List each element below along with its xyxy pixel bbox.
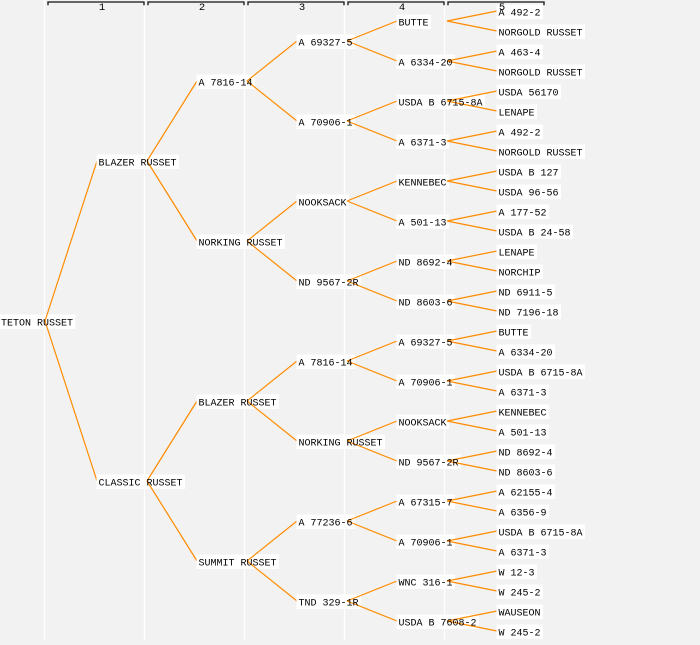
svg-text:BUTTE: BUTTE (399, 19, 429, 30)
svg-text:ND 7196-18: ND 7196-18 (499, 309, 559, 320)
svg-text:5: 5 (499, 2, 505, 14)
svg-text:USDA 96-56: USDA 96-56 (499, 189, 559, 200)
svg-text:LENAPE: LENAPE (499, 109, 535, 120)
svg-text:4: 4 (399, 2, 405, 14)
svg-text:A 7816-14: A 7816-14 (199, 79, 253, 90)
svg-text:A 67315-7: A 67315-7 (399, 499, 453, 510)
svg-text:A 6371-3: A 6371-3 (499, 549, 547, 560)
svg-text:A 69327-5: A 69327-5 (299, 39, 353, 50)
svg-text:USDA 56170: USDA 56170 (499, 89, 559, 100)
svg-text:A 6334-20: A 6334-20 (499, 349, 553, 360)
svg-text:NORKING RUSSET: NORKING RUSSET (199, 239, 283, 250)
svg-text:TETON RUSSET: TETON RUSSET (1, 319, 73, 330)
svg-text:NORGOLD RUSSET: NORGOLD RUSSET (499, 149, 583, 160)
svg-text:USDA B 6715-8A: USDA B 6715-8A (499, 369, 583, 380)
svg-text:A 6334-20: A 6334-20 (399, 59, 453, 70)
svg-text:NORGOLD RUSSET: NORGOLD RUSSET (499, 69, 583, 80)
svg-text:ND 9567-2R: ND 9567-2R (399, 459, 459, 470)
svg-text:A 492-2: A 492-2 (499, 129, 541, 140)
svg-text:3: 3 (299, 2, 305, 14)
svg-text:2: 2 (199, 2, 205, 14)
svg-text:A 70906-1: A 70906-1 (399, 539, 453, 550)
svg-text:ND 8692-4: ND 8692-4 (399, 259, 453, 270)
svg-text:A 69327-5: A 69327-5 (399, 339, 453, 350)
svg-text:ND 9567-2R: ND 9567-2R (299, 279, 359, 290)
svg-text:SUMMIT RUSSET: SUMMIT RUSSET (199, 559, 277, 570)
svg-text:A 501-13: A 501-13 (499, 429, 547, 440)
svg-text:NORKING RUSSET: NORKING RUSSET (299, 439, 383, 450)
svg-text:ND 6911-5: ND 6911-5 (499, 289, 553, 300)
svg-text:A 70906-1: A 70906-1 (399, 379, 453, 390)
svg-text:NORCHIP: NORCHIP (499, 269, 541, 280)
svg-text:W 12-3: W 12-3 (499, 569, 535, 580)
svg-text:A 7816-14: A 7816-14 (299, 359, 353, 370)
svg-text:BLAZER RUSSET: BLAZER RUSSET (199, 399, 277, 410)
svg-text:ND 8603-6: ND 8603-6 (399, 299, 453, 310)
svg-text:KENNEBEC: KENNEBEC (399, 179, 447, 190)
svg-text:KENNEBEC: KENNEBEC (499, 409, 547, 420)
svg-text:WNC 316-1: WNC 316-1 (399, 579, 453, 590)
svg-text:WAUSEON: WAUSEON (499, 609, 541, 620)
svg-text:A 6356-9: A 6356-9 (499, 509, 547, 520)
svg-text:A 492-2: A 492-2 (499, 9, 541, 20)
svg-text:1: 1 (99, 2, 105, 14)
svg-text:TND 329-1R: TND 329-1R (299, 599, 359, 610)
svg-text:USDA B 6715-8A: USDA B 6715-8A (399, 99, 483, 110)
svg-text:W 245-2: W 245-2 (499, 629, 541, 640)
svg-text:A 6371-3: A 6371-3 (499, 389, 547, 400)
svg-text:CLASSIC RUSSET: CLASSIC RUSSET (99, 479, 183, 490)
svg-text:NORGOLD RUSSET: NORGOLD RUSSET (499, 29, 583, 40)
svg-text:BLAZER RUSSET: BLAZER RUSSET (99, 159, 177, 170)
svg-text:NOOKSACK: NOOKSACK (399, 419, 447, 430)
svg-text:NOOKSACK: NOOKSACK (299, 199, 347, 210)
svg-text:W 245-2: W 245-2 (499, 589, 541, 600)
svg-text:A 6371-3: A 6371-3 (399, 139, 447, 150)
svg-text:BUTTE: BUTTE (499, 329, 529, 340)
svg-text:USDA B 7608-2: USDA B 7608-2 (399, 619, 477, 630)
svg-text:A 77236-6: A 77236-6 (299, 519, 353, 530)
svg-text:A 501-13: A 501-13 (399, 219, 447, 230)
svg-text:ND 8603-6: ND 8603-6 (499, 469, 553, 480)
svg-text:A 62155-4: A 62155-4 (499, 489, 553, 500)
svg-text:ND 8692-4: ND 8692-4 (499, 449, 553, 460)
svg-text:A 463-4: A 463-4 (499, 49, 541, 60)
svg-text:A 70906-1: A 70906-1 (299, 119, 353, 130)
svg-text:USDA B 127: USDA B 127 (499, 169, 559, 180)
svg-text:A 177-52: A 177-52 (499, 209, 547, 220)
svg-text:USDA B 6715-8A: USDA B 6715-8A (499, 529, 583, 540)
svg-text:USDA B 24-58: USDA B 24-58 (499, 229, 571, 240)
svg-text:LENAPE: LENAPE (499, 249, 535, 260)
